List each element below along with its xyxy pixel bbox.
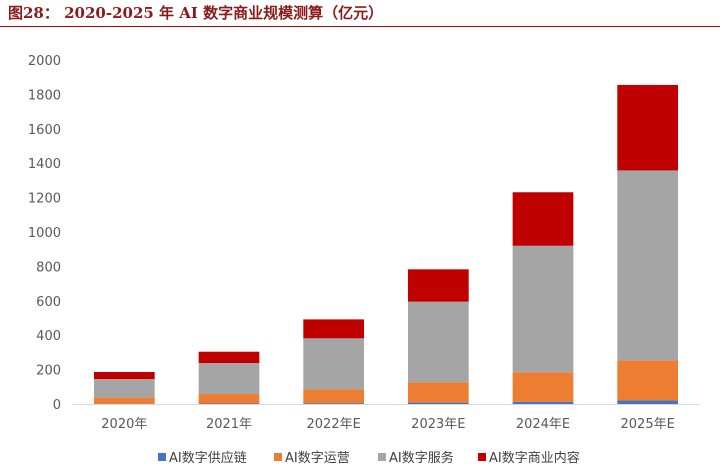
bar-segment xyxy=(617,400,679,404)
y-tick-label: 1800 xyxy=(28,88,61,103)
bar-segment xyxy=(93,379,155,398)
bar-segment xyxy=(198,363,260,395)
bar-segment xyxy=(407,382,469,403)
y-tick-label: 1400 xyxy=(28,157,61,172)
bar-segment xyxy=(198,394,260,404)
legend-label: AI数字商业内容 xyxy=(489,450,580,466)
bar-segment xyxy=(617,170,679,361)
y-tick-label: 1000 xyxy=(28,226,61,241)
title-rule xyxy=(0,26,720,27)
y-tick-label: 800 xyxy=(36,260,61,275)
legend-swatch xyxy=(158,453,166,461)
x-tick-label: 2025年E xyxy=(621,417,675,432)
y-tick-label: 600 xyxy=(36,295,61,310)
bar-segment xyxy=(407,301,469,383)
bar-segment xyxy=(93,372,155,380)
bar-segment xyxy=(617,84,679,171)
bar-segment xyxy=(512,192,574,246)
bar-segment xyxy=(198,351,260,364)
legend-label: AI数字运营 xyxy=(285,451,350,466)
bar-segment xyxy=(93,397,155,404)
bar-segment xyxy=(512,245,574,373)
legend-label: AI数字服务 xyxy=(389,450,454,466)
y-tick-label: 2000 xyxy=(28,54,61,69)
bar-segment xyxy=(407,269,469,302)
bar-segment xyxy=(303,389,365,404)
y-tick-label: 1200 xyxy=(28,192,61,207)
y-tick-label: 0 xyxy=(53,398,61,413)
y-tick-label: 400 xyxy=(36,329,61,344)
x-tick-label: 2021年 xyxy=(206,417,252,432)
x-tick-label: 2024年E xyxy=(516,417,570,432)
x-tick-label: 2023年E xyxy=(411,417,465,432)
y-tick-label: 200 xyxy=(36,364,61,379)
bar-segment xyxy=(303,338,365,390)
bar-segment xyxy=(407,402,469,404)
bar-segment xyxy=(512,401,574,404)
legend-swatch xyxy=(274,453,282,461)
y-tick-label: 1600 xyxy=(28,123,61,138)
x-tick-label: 2022年E xyxy=(307,417,361,432)
legend-swatch xyxy=(478,453,486,461)
x-tick-label: 2020年 xyxy=(101,417,147,432)
bar-segment xyxy=(617,360,679,401)
legend-swatch xyxy=(378,453,386,461)
bar-segment xyxy=(198,403,260,404)
bar-segment xyxy=(512,372,574,402)
bar-segment xyxy=(303,403,365,404)
figure-title: 图28： 2020-2025 年 AI 数字商业规模测算（亿元） xyxy=(8,4,384,22)
legend-label: AI数字供应链 xyxy=(169,450,247,466)
bar-segment xyxy=(303,319,365,339)
